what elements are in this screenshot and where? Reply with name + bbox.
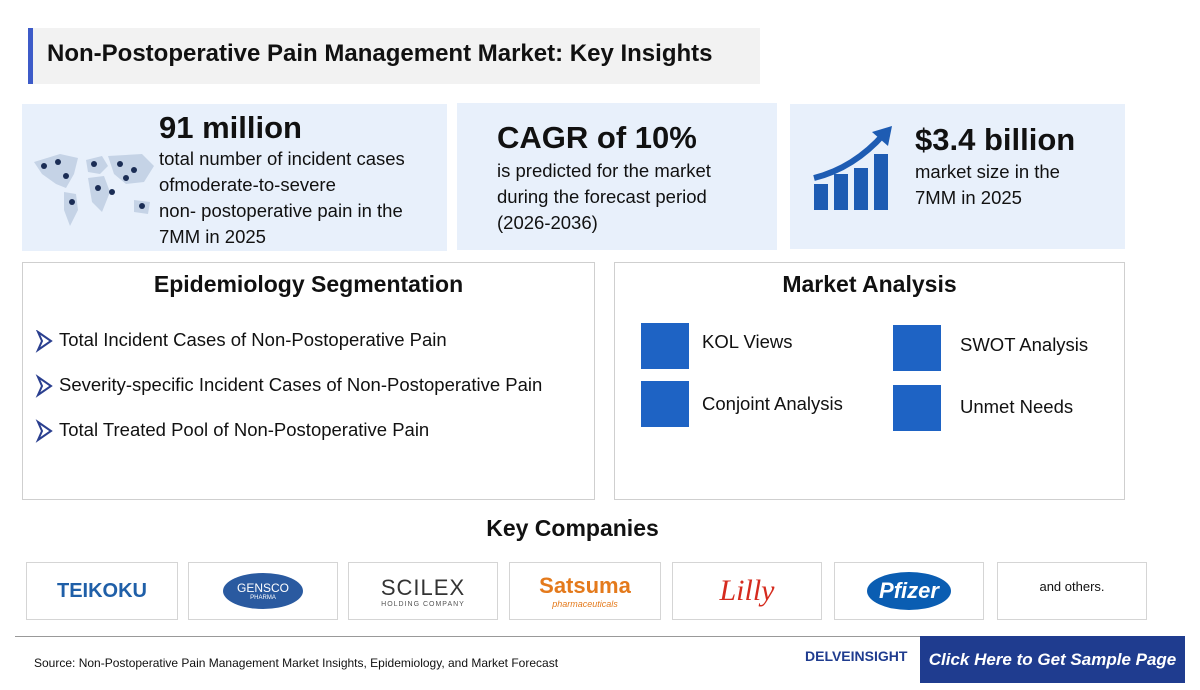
market-panel: Market Analysis KOL Views SWOT Analysis … (614, 262, 1125, 500)
stat-line: ofmoderate-to-severe (159, 174, 336, 195)
swot-icon (893, 325, 941, 371)
analysis-item: KOL Views (702, 331, 793, 352)
stat-card: $3.4 billion market size in the 7MM in 2… (790, 104, 1125, 249)
source: Source: Non-Postoperative Pain Managemen… (34, 656, 559, 670)
conjoint-icon (641, 381, 689, 427)
bullets (35, 330, 53, 443)
stat-line: non- postoperative pain in the (159, 200, 403, 221)
world-map-icon (34, 154, 154, 226)
panel-title: Market Analysis (782, 271, 957, 297)
stat-line: during the forecast period (497, 186, 707, 207)
page-title: Non-Postoperative Pain Management Market… (47, 40, 713, 67)
epi-item: Total Incident Cases of Non-Postoperativ… (59, 329, 447, 350)
panel-title: Epidemiology Segmentation (153, 271, 464, 297)
stat-line: (2026-2036) (497, 212, 598, 233)
epi-item: Severity-specific Incident Cases of Non-… (59, 374, 543, 395)
epidemiology-panel: Epidemiology Segmentation Total Incident… (22, 262, 595, 500)
stat-text: is predicted for the market during the f… (497, 158, 711, 236)
logo-sub: pharmaceuticals (552, 599, 618, 609)
brand-logo: DELVEINSIGHT (805, 648, 908, 664)
stat-line: total number of incident cases (159, 148, 405, 169)
company-logo: GENSCO PHARMA (188, 562, 338, 620)
logo-text: Pfizer (867, 572, 951, 610)
logo-sub: HOLDING COMPANY (381, 600, 465, 608)
footer-rule (15, 636, 1185, 637)
stat-line: market size in the (915, 161, 1060, 182)
company-logo: Satsuma pharmaceuticals (509, 562, 661, 620)
logo-text: Lilly (719, 574, 775, 607)
stat-card: CAGR of 10% is predicted for the market … (457, 103, 777, 250)
analysis-item: SWOT Analysis (960, 334, 1089, 355)
stat-line: is predicted for the market (497, 160, 711, 181)
company-logo: TEIKOKU (26, 562, 178, 620)
logo-text: TEIKOKU (57, 579, 147, 602)
analysis-item: Conjoint Analysis (702, 393, 843, 414)
logo-text: Satsuma (539, 573, 631, 598)
company-logo: Pfizer (834, 562, 984, 620)
company-logo: SCILEX HOLDING COMPANY (348, 562, 498, 620)
logo-text: GENSCO (236, 581, 289, 595)
stat-value: CAGR of 10% (497, 120, 697, 155)
analysis-item: Unmet Needs (960, 396, 1074, 417)
title-box: Non-Postoperative Pain Management Market… (28, 28, 760, 84)
companies-title: Key Companies (486, 515, 659, 541)
sample-page-button[interactable]: Click Here to Get Sample Page (920, 636, 1185, 683)
epi-item: Total Treated Pool of Non-Postoperative … (59, 419, 430, 440)
kol-icon (641, 323, 689, 369)
stat-line: 7MM in 2025 (915, 187, 1022, 208)
stat-value: 91 million (159, 110, 302, 145)
growth-icon (813, 126, 892, 210)
logo-badge: GENSCO PHARMA (222, 573, 303, 609)
stat-value: $3.4 billion (915, 122, 1076, 157)
logo-text: SCILEX (380, 574, 466, 600)
logo-sub: PHARMA (250, 595, 276, 601)
company-logo: and others. (997, 562, 1147, 620)
stat-text: total number of incident cases ofmoderat… (159, 146, 405, 250)
stat-card: 91 million total number of incident case… (22, 104, 447, 251)
stat-line: 7MM in 2025 (159, 226, 266, 247)
others-text: and others. (1039, 579, 1105, 594)
stat-text: market size in the 7MM in 2025 (915, 159, 1060, 211)
company-logo: Lilly (672, 562, 822, 620)
unmet-icon (893, 385, 941, 431)
